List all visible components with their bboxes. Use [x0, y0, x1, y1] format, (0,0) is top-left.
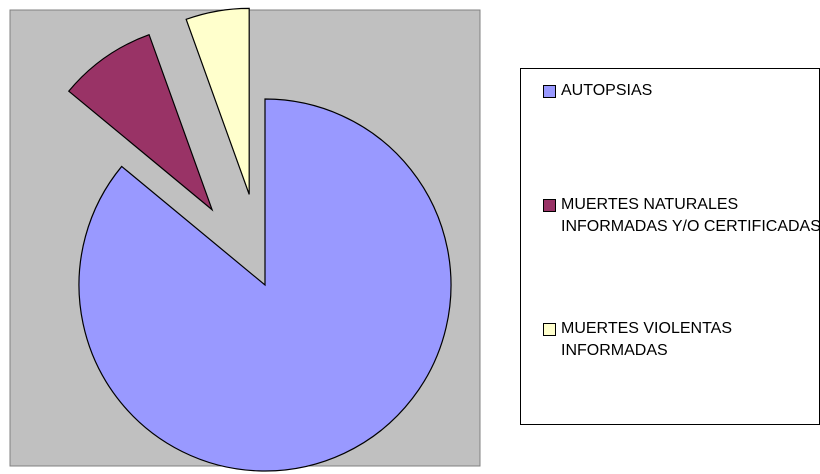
legend-label: MUERTES NATURALES INFORMADAS Y/O CERTIFI… [561, 196, 820, 235]
pie-slice [78, 98, 452, 472]
legend-swatch [543, 199, 556, 212]
legend-swatch [543, 323, 556, 336]
pie-slice [185, 7, 250, 195]
pie-slice [67, 33, 214, 212]
legend-label: AUTOPSIAS [561, 82, 653, 99]
legend: AUTOPSIAS MUERTES NATURALES INFORMADAS Y/… [520, 68, 820, 425]
legend-entry: MUERTES VIOLENTAS INFORMADAS [543, 318, 820, 362]
legend-label: MUERTES VIOLENTAS INFORMADAS [561, 320, 732, 359]
legend-entry: MUERTES NATURALES INFORMADAS Y/O CERTIFI… [543, 194, 820, 238]
legend-swatch [543, 85, 556, 98]
legend-entry: AUTOPSIAS [543, 80, 820, 102]
